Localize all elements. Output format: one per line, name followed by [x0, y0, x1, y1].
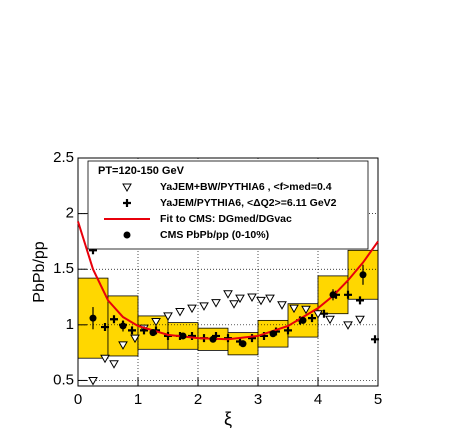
x-tick-label: 3 — [254, 391, 262, 408]
data-point — [223, 290, 233, 299]
data-point — [151, 317, 161, 327]
data-point — [229, 300, 239, 309]
data-point — [88, 376, 98, 386]
legend-title: PT=120-150 GeV — [98, 165, 185, 177]
data-point — [355, 315, 365, 325]
data-point — [130, 334, 140, 344]
data-point — [343, 321, 353, 330]
data-point — [329, 291, 337, 299]
data-point — [100, 354, 110, 364]
legend-symbol — [123, 199, 131, 207]
data-point — [256, 296, 266, 306]
data-point — [269, 330, 277, 338]
data-point — [247, 293, 257, 303]
data-point — [277, 301, 287, 310]
y-axis-label: PbPb/pp — [31, 241, 48, 302]
data-point — [179, 332, 187, 340]
legend-label: YaJEM/PYTHIA6, <ΔQ2>=6.11 GeV2 — [160, 197, 337, 209]
data-point — [299, 316, 307, 324]
x-axis-label: ξ — [224, 409, 232, 429]
data-point — [301, 305, 311, 315]
data-point — [187, 304, 197, 314]
y-tick-label: 1.5 — [53, 260, 74, 277]
x-tick-label: 4 — [314, 391, 322, 408]
data-point — [110, 315, 118, 324]
x-tick-label: 2 — [194, 391, 202, 408]
data-point — [239, 340, 247, 348]
data-point — [248, 334, 256, 343]
data-point — [211, 299, 221, 308]
data-point — [289, 304, 299, 314]
data-point — [163, 312, 173, 321]
legend-box — [87, 160, 369, 250]
legend-label: YaJEM+BW/PYTHIA6 , <f>med=0.4 — [160, 181, 332, 193]
data-point — [199, 302, 209, 311]
y-tick-label: 1 — [66, 316, 74, 333]
x-tick-label: 1 — [134, 391, 142, 408]
data-point — [265, 294, 275, 304]
x-tick-label: 5 — [374, 391, 382, 408]
legend-symbol — [123, 231, 131, 239]
data-point — [128, 326, 136, 335]
data-point — [344, 290, 352, 299]
data-point — [308, 314, 316, 323]
x-tick-label: 0 — [74, 391, 82, 408]
data-point — [325, 315, 335, 325]
data-point — [320, 309, 328, 318]
data-point — [235, 294, 245, 304]
data-point — [284, 326, 292, 335]
data-point — [371, 335, 379, 344]
plot-frame — [77, 157, 379, 387]
y-tick-label: 0.5 — [53, 371, 74, 388]
data-point — [89, 314, 97, 322]
data-point — [209, 335, 217, 343]
data-point — [119, 322, 127, 330]
data-point — [359, 271, 367, 279]
data-point — [188, 331, 196, 340]
data-point — [118, 341, 128, 350]
data-point — [101, 323, 109, 332]
fit-curve — [77, 221, 379, 341]
data-point — [109, 360, 119, 369]
legend-label: CMS PbPb/pp (0-10%) — [160, 229, 269, 241]
data-point — [149, 329, 157, 337]
data-point — [356, 296, 364, 305]
y-tick-label: 2.5 — [53, 149, 74, 166]
y-tick-label: 2 — [66, 205, 74, 222]
legend-symbol — [122, 183, 132, 193]
legend-label: Fit to CMS: DGmed/DGvac — [160, 213, 292, 225]
data-point — [175, 307, 185, 317]
